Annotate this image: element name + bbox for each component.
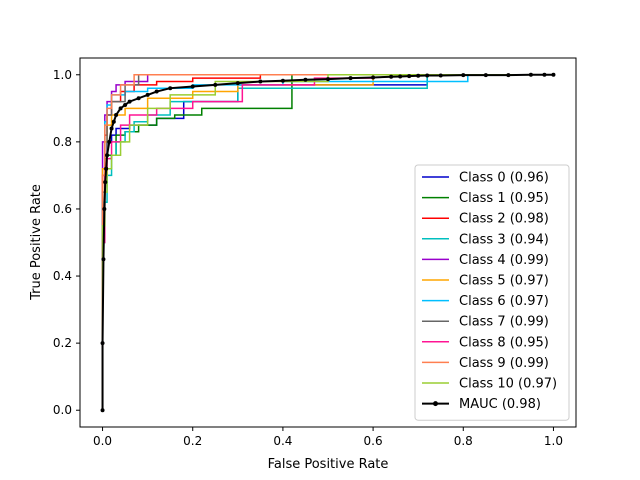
x-tick-label: 0.4 bbox=[273, 434, 292, 448]
mauc-point bbox=[280, 78, 285, 83]
mauc-point bbox=[258, 79, 263, 84]
x-tick-label: 1.0 bbox=[544, 434, 563, 448]
legend-entry: Class 9 (0.99) bbox=[459, 356, 549, 371]
mauc-point bbox=[213, 82, 218, 87]
mauc-point bbox=[425, 73, 430, 78]
mauc-point bbox=[438, 73, 443, 78]
legend: Class 0 (0.96) Class 1 (0.95) Class 2 (0.9… bbox=[414, 164, 570, 421]
legend-entry: MAUC (0.98) bbox=[459, 397, 541, 412]
x-tick-label: 0.2 bbox=[183, 434, 202, 448]
mauc-point bbox=[109, 126, 114, 131]
series-layer bbox=[100, 72, 556, 413]
mauc-point bbox=[100, 341, 105, 346]
mauc-point bbox=[542, 72, 547, 77]
y-tick-label: 0.2 bbox=[53, 336, 72, 350]
mauc-point bbox=[101, 257, 106, 262]
x-tick-label: 0.8 bbox=[454, 434, 473, 448]
legend-entry: Class 7 (0.99) bbox=[459, 315, 549, 330]
mauc-point bbox=[483, 73, 488, 78]
mauc-point bbox=[154, 89, 159, 94]
mauc-point bbox=[102, 206, 107, 211]
x-tick-label: 0.0 bbox=[93, 434, 112, 448]
mauc-point bbox=[123, 102, 128, 107]
mauc-point bbox=[371, 75, 376, 80]
legend-box bbox=[414, 164, 570, 421]
legend-marker bbox=[433, 401, 438, 407]
x-axis-label: False Positive Rate bbox=[268, 457, 389, 472]
mauc-point bbox=[551, 72, 556, 77]
y-tick-label: 1.0 bbox=[53, 68, 72, 82]
legend-entry: Class 6 (0.97) bbox=[459, 294, 549, 309]
mauc-point bbox=[398, 74, 403, 79]
mauc-point bbox=[103, 180, 108, 185]
mauc-point bbox=[105, 153, 110, 158]
y-tick-label: 0.8 bbox=[53, 135, 72, 149]
mauc-point bbox=[107, 139, 112, 144]
mauc-point bbox=[389, 74, 394, 79]
axes-frame bbox=[79, 57, 577, 428]
legend-entry: Class 2 (0.98) bbox=[459, 212, 549, 227]
mauc-point bbox=[326, 77, 330, 82]
mauc-point bbox=[127, 99, 132, 104]
mauc-point bbox=[235, 81, 240, 86]
mauc-point bbox=[100, 408, 105, 413]
mauc-point bbox=[114, 113, 119, 118]
mauc-point bbox=[145, 92, 150, 97]
mauc-point bbox=[190, 84, 195, 89]
y-tick-label: 0.4 bbox=[53, 269, 72, 283]
y-axis-label: True Positive Rate bbox=[29, 184, 44, 301]
mauc-point bbox=[461, 73, 466, 78]
mauc-point bbox=[416, 73, 421, 78]
mauc-point bbox=[111, 119, 116, 124]
y-tick-label: 0.6 bbox=[53, 202, 72, 216]
legend-entry: Class 3 (0.94) bbox=[459, 232, 549, 247]
mauc-point bbox=[118, 106, 123, 111]
legend-entry: Class 8 (0.95) bbox=[459, 335, 549, 350]
y-tick-label: 0.0 bbox=[53, 403, 72, 417]
mauc-point bbox=[407, 74, 412, 79]
y-axis: 0.0 0.2 0.4 0.6 0.8 1.0 bbox=[53, 68, 80, 417]
mauc-point bbox=[136, 96, 141, 101]
mauc-point bbox=[168, 86, 173, 91]
legend-entry: Class 4 (0.99) bbox=[459, 253, 549, 268]
legend-entry: Class 10 (0.97) bbox=[459, 377, 557, 392]
legend-entry: Class 0 (0.96) bbox=[459, 171, 549, 186]
legend-entry: Class 1 (0.95) bbox=[459, 191, 549, 206]
series-line-3 bbox=[101, 74, 554, 411]
mauc-point bbox=[528, 72, 533, 77]
legend-entry: Class 5 (0.97) bbox=[459, 274, 549, 289]
mauc-point bbox=[506, 73, 511, 78]
x-tick-label: 0.6 bbox=[364, 434, 383, 448]
x-axis: 0.0 0.2 0.4 0.6 0.8 1.0 bbox=[93, 427, 563, 448]
mauc-point bbox=[303, 77, 308, 82]
mauc-point bbox=[348, 76, 353, 81]
mauc-point bbox=[104, 166, 109, 171]
